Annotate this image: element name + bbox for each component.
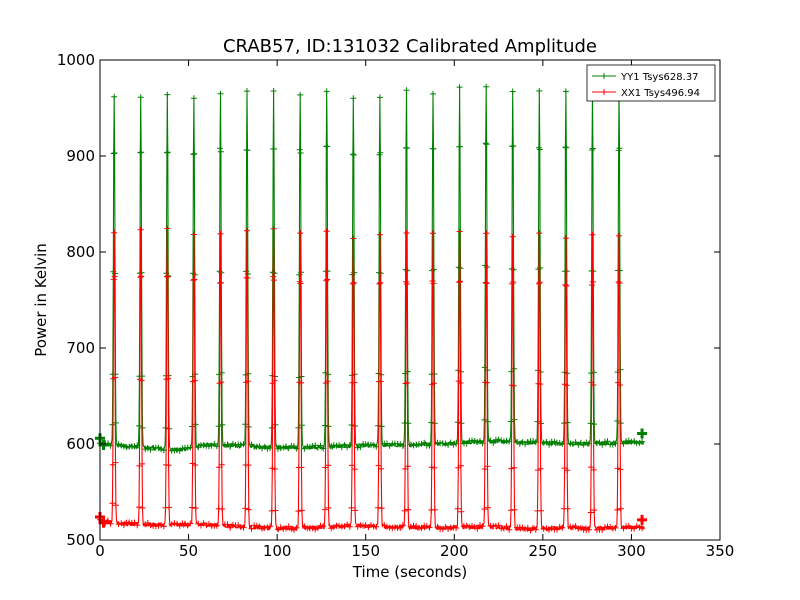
legend-item: YY1 Tsys628.37 — [592, 72, 699, 83]
chart-title: CRAB57, ID:131032 Calibrated Amplitude — [223, 36, 597, 57]
end-marker — [637, 514, 648, 525]
legend: YY1 Tsys628.37 XX1 Tsys496.94 — [586, 64, 716, 102]
legend-marker — [601, 73, 607, 79]
y-tick-label: 700 — [66, 339, 95, 357]
x-tick-label: 0 — [95, 542, 105, 560]
x-axis-label: Time (seconds) — [352, 563, 468, 581]
y-tick-label: 900 — [66, 147, 95, 165]
x-tick-label: 50 — [179, 542, 198, 560]
plot-area — [100, 60, 720, 540]
plot-background — [100, 60, 720, 540]
x-tick-label: 300 — [617, 542, 646, 560]
y-tick-label: 1000 — [57, 51, 95, 69]
x-tick-label: 150 — [351, 542, 380, 560]
legend-box — [586, 64, 716, 102]
legend-label: XX1 Tsys496.94 — [621, 88, 700, 99]
end-marker — [637, 428, 648, 439]
x-tick-label: 100 — [263, 542, 292, 560]
legend-item: XX1 Tsys496.94 — [592, 88, 700, 99]
x-tick-label: 200 — [440, 542, 469, 560]
x-tick-label: 250 — [529, 542, 558, 560]
series-yy1 — [95, 83, 648, 454]
y-tick-label: 500 — [66, 531, 95, 549]
plot-frame — [99, 59, 721, 541]
legend-label: YY1 Tsys628.37 — [620, 72, 699, 83]
y-axis-label: Power in Kelvin — [32, 243, 50, 357]
legend-marker — [601, 89, 607, 95]
x-tick-label: 350 — [706, 542, 735, 560]
axes-layer: 0 50 100 150 200 250 300 350 500 600 700 800 900 1000 — [57, 51, 735, 560]
series-layer — [95, 83, 648, 534]
y-tick-label: 600 — [66, 435, 95, 453]
y-tick-label: 800 — [66, 243, 95, 261]
